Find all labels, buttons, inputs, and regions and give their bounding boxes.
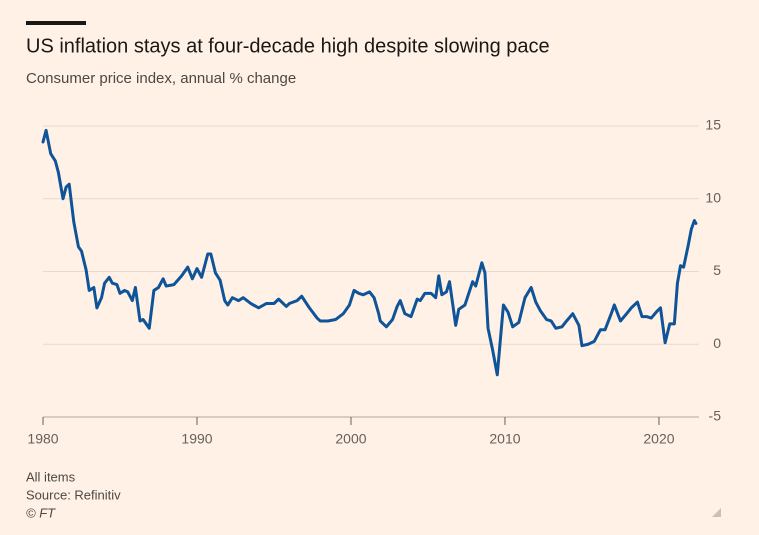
y-tick-label: 5 — [713, 262, 721, 278]
x-tick-label: 1990 — [181, 431, 212, 447]
x-tick-label: 2020 — [643, 431, 674, 447]
y-tick-label: 0 — [713, 335, 721, 351]
chart-title: US inflation stays at four-decade high d… — [26, 35, 550, 57]
x-tick-label: 1980 — [27, 431, 58, 447]
x-tick-label: 2010 — [489, 431, 520, 447]
brand-bar — [26, 21, 86, 25]
chart-subtitle: Consumer price index, annual % change — [26, 70, 296, 87]
x-tick-label: 2000 — [335, 431, 366, 447]
y-tick-label: -5 — [709, 408, 722, 424]
y-tick-label: 10 — [705, 189, 721, 205]
corner-mark — [712, 508, 721, 517]
y-tick-label: 15 — [705, 117, 721, 133]
cpi-line — [41, 128, 698, 377]
note: All items — [26, 469, 76, 484]
source: Source: Refinitiv — [26, 487, 121, 502]
credit: © FT — [26, 505, 56, 520]
